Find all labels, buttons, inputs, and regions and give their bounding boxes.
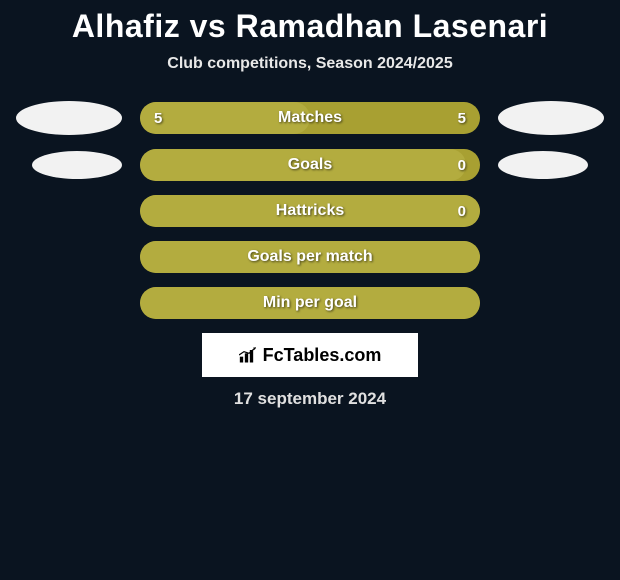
stat-row: Min per goal	[0, 287, 620, 319]
stats-card: Alhafiz vs Ramadhan Lasenari Club compet…	[0, 0, 620, 409]
stat-row: Goals 0	[0, 149, 620, 181]
stat-rows: Matches 5 5 Goals 0 Hattricks 0 Goals per match…	[0, 101, 620, 319]
right-spacer	[498, 257, 614, 258]
date-line: 17 september 2024	[0, 389, 620, 409]
stat-right-value: 0	[458, 157, 466, 174]
stat-right-value: 0	[458, 203, 466, 220]
logo-box[interactable]: FcTables.com	[202, 333, 418, 377]
left-spacer	[6, 211, 122, 212]
stat-bar: Goals per match	[140, 241, 480, 273]
stat-label: Goals	[288, 156, 332, 174]
right-spacer	[498, 211, 614, 212]
stat-row: Matches 5 5	[0, 101, 620, 135]
stat-left-value: 5	[154, 110, 162, 127]
logo-text: FcTables.com	[263, 345, 382, 366]
stat-right-value: 5	[458, 110, 466, 127]
barchart-icon	[239, 346, 259, 364]
right-ellipse	[498, 151, 588, 179]
stat-label: Hattricks	[276, 202, 344, 220]
stat-bar: Hattricks 0	[140, 195, 480, 227]
stat-label: Min per goal	[263, 294, 357, 312]
right-ellipse	[498, 101, 604, 135]
stat-row: Hattricks 0	[0, 195, 620, 227]
page-title: Alhafiz vs Ramadhan Lasenari	[0, 8, 620, 45]
left-ellipse	[32, 151, 122, 179]
left-spacer	[6, 303, 122, 304]
right-spacer	[498, 303, 614, 304]
stat-label: Matches	[278, 109, 342, 127]
subtitle: Club competitions, Season 2024/2025	[0, 55, 620, 73]
stat-bar: Goals 0	[140, 149, 480, 181]
stat-row: Goals per match	[0, 241, 620, 273]
stat-bar: Matches 5 5	[140, 102, 480, 134]
left-spacer	[6, 257, 122, 258]
stat-bar: Min per goal	[140, 287, 480, 319]
left-ellipse	[16, 101, 122, 135]
stat-label: Goals per match	[247, 248, 372, 266]
